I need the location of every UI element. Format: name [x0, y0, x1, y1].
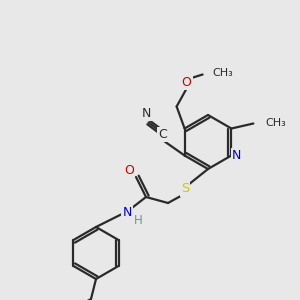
Text: O: O — [124, 164, 134, 178]
Text: CH₃: CH₃ — [266, 118, 286, 128]
Text: N: N — [142, 107, 151, 120]
Text: N: N — [122, 206, 132, 220]
Text: O: O — [182, 76, 192, 89]
Text: N: N — [232, 149, 241, 162]
Text: CH₃: CH₃ — [213, 68, 233, 77]
Text: S: S — [181, 182, 189, 196]
Text: H: H — [134, 214, 142, 227]
Text: C: C — [158, 128, 167, 141]
